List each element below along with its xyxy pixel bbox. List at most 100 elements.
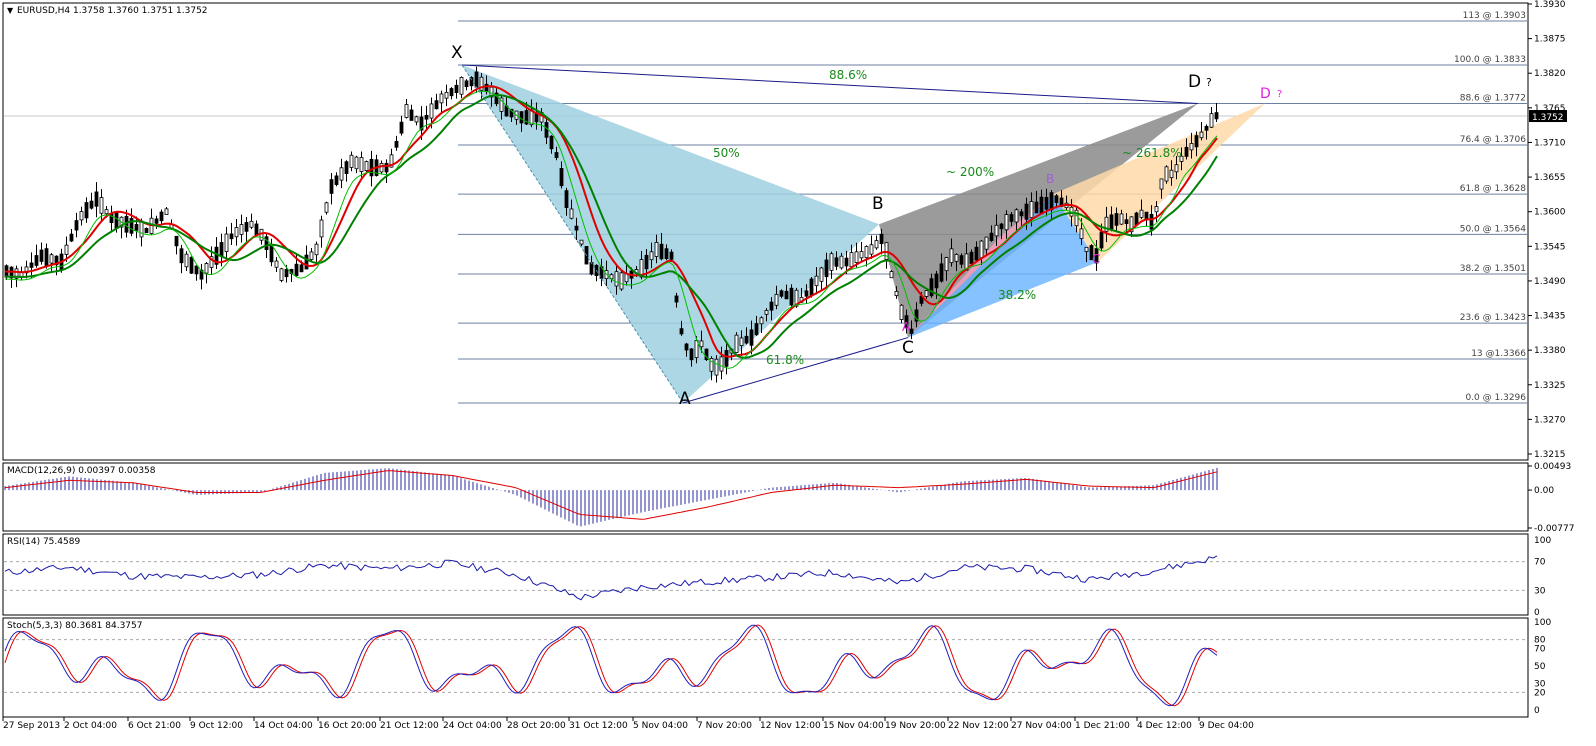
candle-body bbox=[1089, 245, 1094, 261]
candle-body bbox=[1184, 146, 1189, 157]
stoch-header: Stoch(5,3,3) 80.3681 84.3757 bbox=[7, 621, 142, 631]
candle-body bbox=[764, 310, 769, 315]
candle-body bbox=[134, 224, 139, 231]
candle-body bbox=[254, 223, 259, 236]
point-x-label: X bbox=[451, 43, 463, 63]
time-tick-label: 27 Nov 04:00 bbox=[1011, 721, 1072, 731]
candle-body bbox=[369, 158, 374, 177]
moving-averages bbox=[4, 85, 1218, 369]
candle-body bbox=[569, 208, 574, 219]
candle-body bbox=[1004, 214, 1009, 231]
main-header: EURUSD,H4 1.3758 1.3760 1.3751 1.3752 bbox=[17, 6, 208, 16]
candle-body bbox=[1114, 213, 1119, 226]
candle-body bbox=[154, 218, 159, 224]
candle-body bbox=[404, 104, 409, 118]
candle-body bbox=[49, 254, 54, 264]
candle-body bbox=[114, 211, 119, 229]
candle-body bbox=[644, 254, 649, 270]
time-tick-label: 2 Oct 04:00 bbox=[64, 721, 117, 731]
candle-body bbox=[184, 253, 189, 268]
time-tick-label: 22 Nov 12:00 bbox=[948, 721, 1009, 731]
candle-body bbox=[679, 328, 684, 335]
candle-body bbox=[959, 255, 964, 265]
candle-body bbox=[519, 111, 524, 124]
fib-level-label: 88.6 @ 1.3772 bbox=[1460, 93, 1526, 103]
candle-body bbox=[739, 337, 744, 346]
price-tick-label: 1.3270 bbox=[1534, 415, 1566, 425]
current-price-tag bbox=[1529, 110, 1567, 123]
candle-body bbox=[1044, 197, 1049, 210]
candle-body bbox=[684, 343, 689, 351]
candle-body bbox=[1104, 216, 1109, 232]
xd-trend-line bbox=[461, 64, 1199, 104]
candle-body bbox=[294, 263, 299, 277]
candle-body bbox=[99, 197, 104, 214]
fib-level-label: 0.0 @ 1.3296 bbox=[1465, 393, 1526, 403]
candle-body bbox=[199, 269, 204, 280]
candle-body bbox=[474, 71, 479, 88]
candle-body bbox=[759, 317, 764, 325]
candle-body bbox=[89, 200, 94, 209]
candle-body bbox=[924, 290, 929, 297]
ratio-886-label: 88.6% bbox=[829, 68, 867, 82]
candle-body bbox=[979, 240, 984, 259]
candle-body bbox=[854, 251, 859, 263]
candle-body bbox=[144, 228, 149, 234]
candle-body bbox=[409, 109, 414, 121]
candle-body bbox=[94, 191, 99, 207]
candle-body bbox=[1054, 195, 1059, 203]
candle-body bbox=[164, 208, 169, 215]
candle-body bbox=[234, 227, 239, 238]
price-tick-label: 1.3930 bbox=[1534, 0, 1566, 10]
candle-body bbox=[309, 251, 314, 260]
pattern-small-abc bbox=[908, 194, 1098, 338]
candle-body bbox=[1124, 219, 1129, 225]
small-point-b-label: B bbox=[1046, 172, 1054, 186]
candle-body bbox=[934, 273, 939, 289]
price-candles bbox=[4, 66, 1219, 383]
candle-body bbox=[414, 116, 419, 123]
candle-body bbox=[454, 84, 459, 94]
price-tick-label: 1.3820 bbox=[1534, 69, 1566, 79]
candle-body bbox=[549, 135, 554, 150]
candle-body bbox=[249, 220, 254, 228]
candle-body bbox=[1199, 131, 1204, 139]
candle-body bbox=[314, 243, 319, 256]
candle-body bbox=[269, 245, 274, 263]
candle-body bbox=[479, 76, 484, 91]
macd-panel[interactable] bbox=[2, 462, 1529, 532]
candle-body bbox=[824, 259, 829, 278]
point-d-question: ? bbox=[1206, 76, 1212, 89]
candle-body bbox=[339, 167, 344, 181]
candle-body bbox=[424, 114, 429, 120]
fib-level-label: 13 @1.3366 bbox=[1471, 349, 1526, 359]
candle-body bbox=[219, 242, 224, 257]
rsi-tick-label: 100 bbox=[1534, 536, 1551, 546]
candle-body bbox=[524, 110, 529, 125]
candle-body bbox=[724, 350, 729, 367]
macd-tick-label: 0.00493 bbox=[1534, 462, 1571, 472]
candle-body bbox=[34, 255, 39, 266]
macd-tick-label: -0.00777 bbox=[1534, 524, 1574, 534]
candle-body bbox=[814, 275, 819, 287]
stoch-panel[interactable] bbox=[2, 617, 1529, 718]
candle-body bbox=[719, 356, 724, 372]
candle-body bbox=[1179, 155, 1184, 162]
candle-body bbox=[1189, 143, 1194, 151]
time-tick-label: 31 Oct 12:00 bbox=[569, 721, 628, 731]
candle-body bbox=[1154, 206, 1159, 213]
candle-body bbox=[1109, 214, 1114, 230]
candle-body bbox=[674, 295, 679, 303]
candle-body bbox=[774, 293, 779, 306]
price-axis: 1.3930 1.3875 1.3820 1.3765 1.3710 1.3655 1.36… bbox=[1528, 0, 1567, 460]
candle-body bbox=[969, 251, 974, 264]
candle-body bbox=[274, 260, 279, 268]
candle-body bbox=[39, 249, 44, 262]
point-d-label: D bbox=[1188, 72, 1201, 92]
candle-body bbox=[74, 220, 79, 231]
fib-level-label: 50.0 @ 1.3564 bbox=[1460, 224, 1527, 234]
rsi-indicator: 100 70 30 0 bbox=[4, 536, 1551, 618]
candle-body bbox=[1214, 112, 1219, 120]
rsi-panel[interactable] bbox=[2, 533, 1529, 616]
